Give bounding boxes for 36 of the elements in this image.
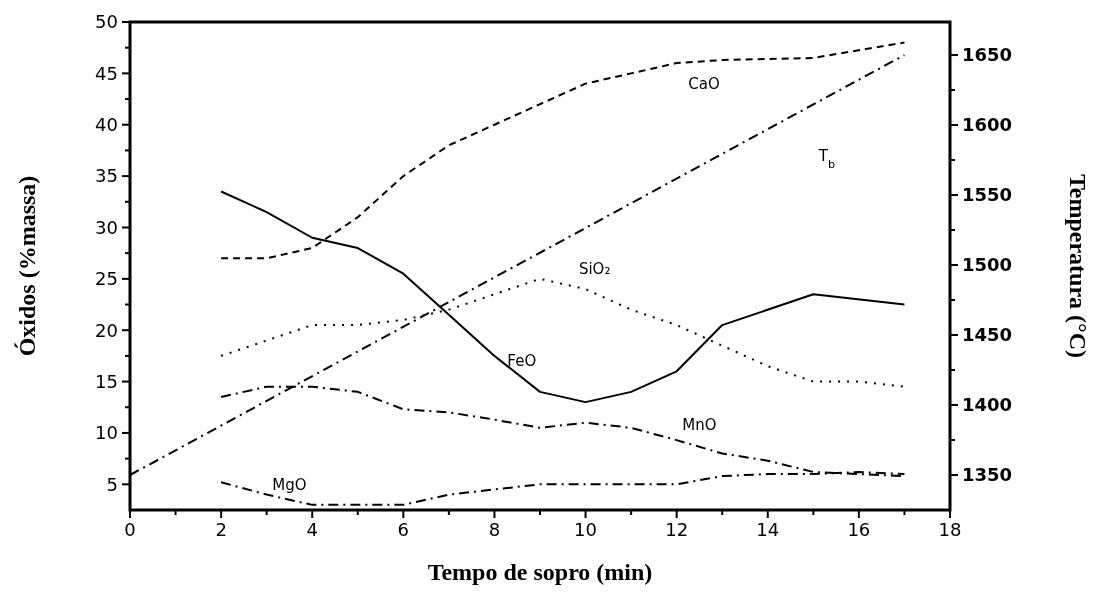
- y-tick-label: 20: [95, 319, 118, 341]
- x-tick-label: 0: [124, 519, 136, 540]
- x-axis-title: Tempo de sopro (min): [427, 559, 653, 585]
- y-tick-label: 30: [95, 216, 118, 238]
- y2-tick-label: 1650: [962, 44, 1013, 66]
- x-tick-label: 10: [574, 519, 598, 540]
- y2-tick-label: 1450: [962, 324, 1013, 346]
- y-tick-label: 40: [95, 114, 118, 136]
- y-tick-label: 5: [106, 473, 118, 495]
- x-tick-label: 12: [665, 519, 689, 540]
- y-tick-label: 25: [95, 268, 118, 290]
- text: T$_{b}$: [817, 146, 836, 171]
- series-label: SiO₂: [578, 259, 611, 278]
- y-tick-label: 15: [95, 370, 118, 392]
- y2-tick-label: 1350: [962, 464, 1013, 486]
- y2-tick-label: 1600: [962, 114, 1013, 136]
- y-tick-label: 35: [95, 165, 118, 187]
- x-tick-label: 16: [847, 519, 871, 540]
- series-label: FeO: [507, 352, 537, 371]
- x-tick-label: 6: [397, 519, 410, 540]
- y-tick-label: 50: [95, 11, 118, 33]
- y2-tick-label: 1500: [962, 254, 1013, 276]
- y-axis-title: Óxidos (%massa): [14, 175, 40, 357]
- series-label: CaO: [688, 74, 720, 93]
- y-tick-label: 45: [95, 62, 118, 84]
- y-tick-label: 10: [95, 422, 118, 444]
- x-tick-label: 8: [488, 519, 501, 540]
- series-label: MnO: [682, 415, 717, 434]
- series-label: MgO: [272, 476, 307, 495]
- y2-tick-label: 1550: [962, 184, 1013, 206]
- y2-axis-title: Temperatura (°C): [1065, 173, 1091, 359]
- x-tick-label: 18: [938, 519, 962, 540]
- x-tick-label: 4: [306, 519, 318, 540]
- x-tick-label: 2: [215, 519, 227, 540]
- y2-tick-label: 1400: [962, 394, 1013, 416]
- x-tick-label: 14: [756, 519, 780, 540]
